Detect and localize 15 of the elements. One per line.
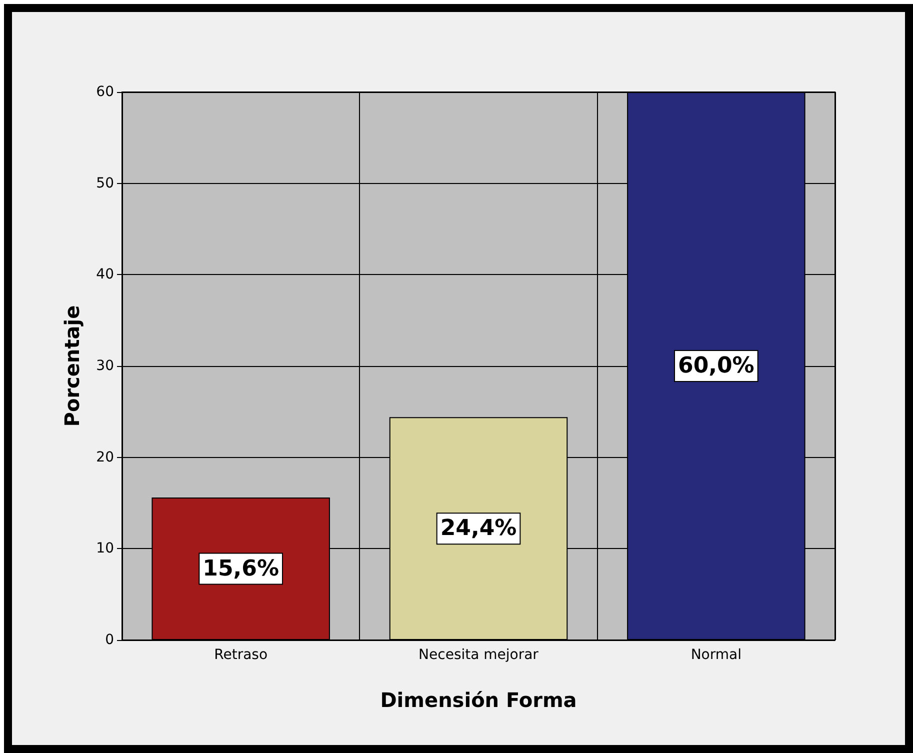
y-tick-label: 40 bbox=[96, 266, 114, 283]
data-label: 60,0% bbox=[678, 354, 754, 378]
y-tick-label: 10 bbox=[96, 540, 114, 557]
x-tick-label: Normal bbox=[690, 647, 742, 663]
y-tick-label: 0 bbox=[105, 632, 114, 648]
y-tick-label: 60 bbox=[96, 84, 114, 100]
y-axis-title: Porcentaje bbox=[60, 305, 84, 427]
y-tick-label: 50 bbox=[96, 175, 114, 192]
x-tick-label: Retraso bbox=[214, 647, 268, 663]
x-axis-title: Dimensión Forma bbox=[380, 688, 577, 712]
data-label: 15,6% bbox=[202, 556, 279, 582]
y-tick-label: 20 bbox=[96, 449, 114, 466]
y-tick-label: 30 bbox=[96, 358, 114, 374]
data-label: 24,4% bbox=[440, 516, 517, 542]
x-tick-label: Necesita mejorar bbox=[418, 647, 539, 663]
